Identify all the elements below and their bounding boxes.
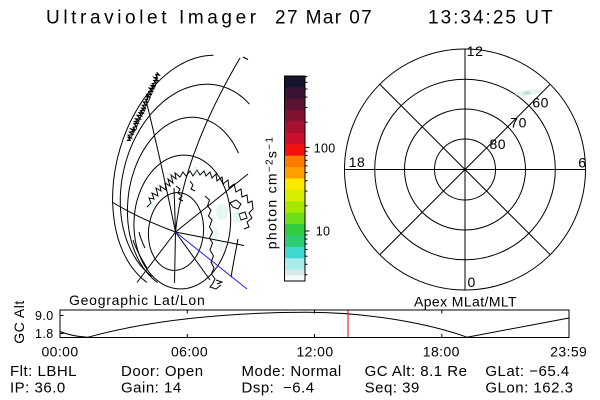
svg-text:60: 60	[532, 95, 549, 111]
svg-text:Ultraviolet Imager: Ultraviolet Imager	[46, 8, 260, 29]
svg-text:10: 10	[316, 225, 331, 239]
svg-text:Apex MLat/MLT: Apex MLat/MLT	[414, 294, 517, 310]
svg-text:−6.4: −6.4	[283, 380, 315, 397]
svg-text:13:34:25 UT: 13:34:25 UT	[428, 8, 555, 29]
svg-text:23:59: 23:59	[550, 344, 587, 360]
svg-text:12:00: 12:00	[296, 344, 333, 360]
svg-text:1.8: 1.8	[35, 327, 54, 341]
svg-text:Seq: 39: Seq: 39	[365, 380, 420, 397]
svg-text:photon cm−2s−1: photon cm−2s−1	[264, 136, 280, 249]
svg-text:18: 18	[349, 154, 366, 170]
svg-text:6: 6	[578, 155, 586, 171]
svg-text:00:00: 00:00	[41, 344, 78, 360]
svg-text:100: 100	[314, 142, 336, 156]
svg-text:Door: Open: Door: Open	[121, 363, 204, 380]
svg-text:Geographic Lat/Lon: Geographic Lat/Lon	[69, 292, 205, 308]
svg-text:70: 70	[510, 115, 527, 131]
svg-text:80: 80	[490, 136, 507, 152]
svg-text:06:00: 06:00	[171, 344, 208, 360]
svg-text:0: 0	[468, 274, 476, 290]
svg-text:Flt: LBHL: Flt: LBHL	[10, 363, 77, 380]
svg-text:12: 12	[467, 43, 484, 59]
svg-text:GC Alt: 8.1 Re: GC Alt: 8.1 Re	[365, 363, 468, 380]
svg-text:IP: 36.0: IP: 36.0	[10, 380, 66, 397]
svg-text:GC Alt: GC Alt	[11, 300, 27, 343]
svg-text:Mode: Normal: Mode: Normal	[242, 363, 342, 380]
svg-text:GLon: 162.3: GLon: 162.3	[485, 380, 573, 397]
svg-text:18:00: 18:00	[423, 344, 460, 360]
svg-text:9.0: 9.0	[35, 309, 54, 323]
svg-text:Dsp:: Dsp:	[242, 380, 275, 397]
svg-text:27 Mar 07: 27 Mar 07	[275, 8, 373, 29]
svg-text:GLat: −65.4: GLat: −65.4	[485, 363, 569, 380]
svg-text:Gain: 14: Gain: 14	[121, 380, 182, 397]
